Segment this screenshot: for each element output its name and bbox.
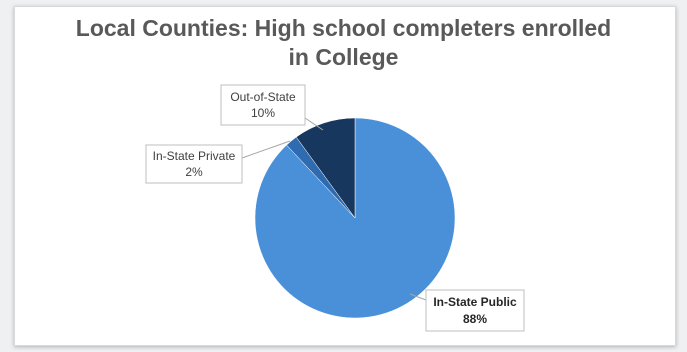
pie-slice-out-of-state — [295, 117, 356, 219]
slice-percent: 88% — [463, 312, 487, 326]
data-label-in-state-public: In-State Public 88% — [425, 289, 525, 332]
slice-name: In-State Public — [433, 295, 517, 309]
slice-percent: 2% — [185, 165, 203, 179]
slice-name: Out-of-State — [230, 90, 296, 104]
chart-title-line-1: Local Counties: High school completers e… — [75, 15, 612, 41]
chart-title: Local Counties: High school completers e… — [0, 14, 687, 72]
leader-line-out-of-state — [304, 117, 324, 131]
callout-box — [425, 289, 525, 332]
callout-box — [220, 84, 306, 126]
data-label-in-state-private: In-State Private 2% — [145, 144, 243, 184]
data-label-out-of-state: Out-of-State 10% — [220, 84, 306, 126]
leader-line-in-state-public — [409, 293, 427, 301]
callout-box — [145, 144, 243, 184]
leader-line-in-state-private — [241, 140, 291, 159]
chart-title-line-2: in College — [288, 44, 399, 70]
pie-slices — [254, 117, 456, 319]
slice-percent: 10% — [251, 106, 275, 120]
slice-name: In-State Private — [153, 149, 236, 163]
